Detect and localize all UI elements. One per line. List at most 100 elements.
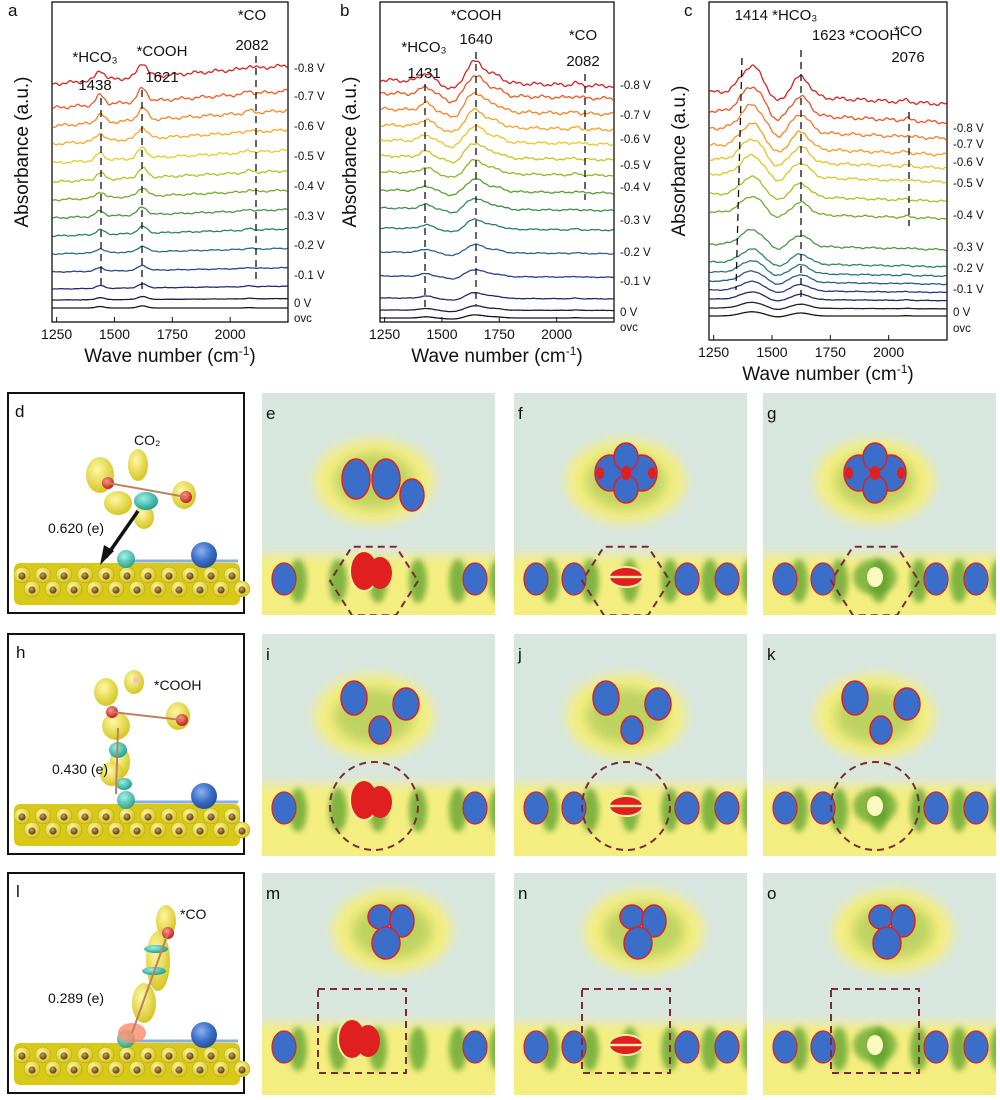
center-feature — [368, 786, 392, 818]
species-label: *CO — [180, 906, 207, 922]
plot-frame — [379, 1, 615, 323]
spectrum-line-13 — [52, 63, 288, 87]
substrate-atom — [523, 562, 549, 596]
center-hole — [867, 567, 883, 587]
panel-label: g — [767, 404, 776, 423]
metal-atom — [191, 1022, 217, 1048]
dashed-square — [581, 988, 671, 1074]
adsorbate-lobe — [890, 904, 916, 938]
adsorbate-lobe — [341, 458, 371, 500]
dashed-circle — [830, 761, 920, 851]
carbon-atom — [112, 1066, 120, 1074]
peak-marker-line — [735, 57, 743, 291]
spectrum-line-1 — [380, 305, 614, 313]
dashed-hexagon — [328, 545, 420, 615]
panel-label: h — [16, 643, 25, 662]
substrate-atom — [523, 791, 549, 825]
core-spot — [621, 466, 631, 480]
carbon-atom — [102, 813, 110, 821]
substrate-atom — [523, 1030, 549, 1064]
carbon-atom — [175, 827, 183, 835]
x-tick-label: 1500 — [756, 344, 787, 360]
carbon-atom — [112, 586, 120, 594]
substrate-green — [990, 560, 996, 602]
peak-annotation: *CO — [238, 7, 266, 24]
species-label: CO₂ — [134, 432, 160, 448]
carbon-atom — [175, 1066, 183, 1074]
adsorbate-lobe — [340, 680, 368, 716]
adsorbate-lobe — [872, 926, 902, 960]
center-feature — [368, 557, 392, 589]
peak-annotation: *COOH — [137, 43, 188, 60]
x-tick-label: 1250 — [698, 344, 729, 360]
peak-annotation-value: 1431 — [407, 65, 440, 82]
metal-atom — [191, 783, 217, 809]
map-content — [262, 393, 495, 615]
carbon-atom — [39, 1052, 47, 1060]
peak-annotation: 1414 *HCO₃ — [735, 7, 818, 24]
center-feature — [356, 1025, 380, 1057]
carbon-atom — [228, 813, 236, 821]
substrate-green — [830, 1027, 848, 1071]
carbon-atom — [81, 813, 89, 821]
charge-arrow — [104, 510, 140, 558]
core-spot — [648, 467, 656, 479]
substrate-atom — [271, 1030, 297, 1064]
peak-annotation: *HCO₃ — [401, 39, 446, 56]
density-lobe — [116, 778, 132, 790]
center-stripe — [610, 804, 642, 808]
legend-label: -0.2 V — [953, 263, 984, 275]
substrate-atom — [963, 1030, 989, 1064]
legend-label: ovc — [953, 323, 971, 335]
peak-annotation-value: 1438 — [78, 77, 111, 94]
legend-label: ovc — [294, 313, 312, 325]
carbon-atom — [28, 1066, 36, 1074]
substrate-green — [489, 789, 495, 831]
carbon-atom — [238, 1066, 246, 1074]
structure-panel-d: d CO₂ 0.620 (e) — [7, 392, 251, 614]
spectrum-line-3 — [52, 264, 288, 273]
x-axis-label: Wave number (cm-1) — [411, 344, 583, 367]
dashed-hexagon — [829, 545, 921, 615]
adsorbate-lobe — [367, 904, 393, 930]
center-stripe — [610, 1043, 642, 1047]
carbon-atom — [123, 1052, 131, 1060]
carbon-atom — [49, 827, 57, 835]
carbon-atom — [238, 827, 246, 835]
spectrum-line-8 — [709, 195, 947, 221]
legend-label: -0.1 V — [294, 270, 325, 282]
legend-label: -0.1 V — [620, 276, 651, 288]
spectrum-line-8 — [380, 159, 614, 178]
metal-atom — [191, 542, 217, 568]
panel-label: m — [266, 884, 280, 903]
carbon-atom — [60, 813, 68, 821]
legend-label: -0.7 V — [294, 91, 325, 103]
spectrum-line-10 — [709, 153, 947, 184]
spectrum-panel-b: b 1250 1500 1750 2000 Wave number (cm-1) Absor… — [340, 1, 651, 367]
carbon-atom — [154, 827, 162, 835]
carbon-atom — [217, 1066, 225, 1074]
spectrum-line-2 — [709, 291, 947, 302]
charge-label: 0.289 (e) — [48, 990, 104, 1006]
density-map-f: f — [514, 393, 747, 615]
bond-line — [115, 727, 119, 795]
panel-label: k — [767, 645, 776, 664]
metal-site — [117, 791, 135, 809]
x-axis-label: Wave number (cm-1) — [742, 362, 914, 385]
carbon-atom — [91, 586, 99, 594]
density-lobe — [104, 491, 132, 515]
density-lobe — [134, 492, 158, 510]
panel-label: j — [517, 645, 522, 664]
center-hole — [867, 796, 883, 816]
legend-label: 0 V — [953, 307, 971, 319]
adsorbate-lobe — [623, 926, 653, 960]
substrate-atom — [674, 791, 700, 825]
peak-annotation: *CO — [569, 27, 597, 44]
legend-label: 0 V — [294, 298, 312, 310]
carbon-atom — [207, 813, 215, 821]
substrate-atom — [714, 562, 740, 596]
map-content — [262, 873, 495, 1095]
carbon-atom — [186, 572, 194, 580]
legend-label: -0.8 V — [953, 123, 984, 135]
legend-label: -0.2 V — [294, 240, 325, 252]
